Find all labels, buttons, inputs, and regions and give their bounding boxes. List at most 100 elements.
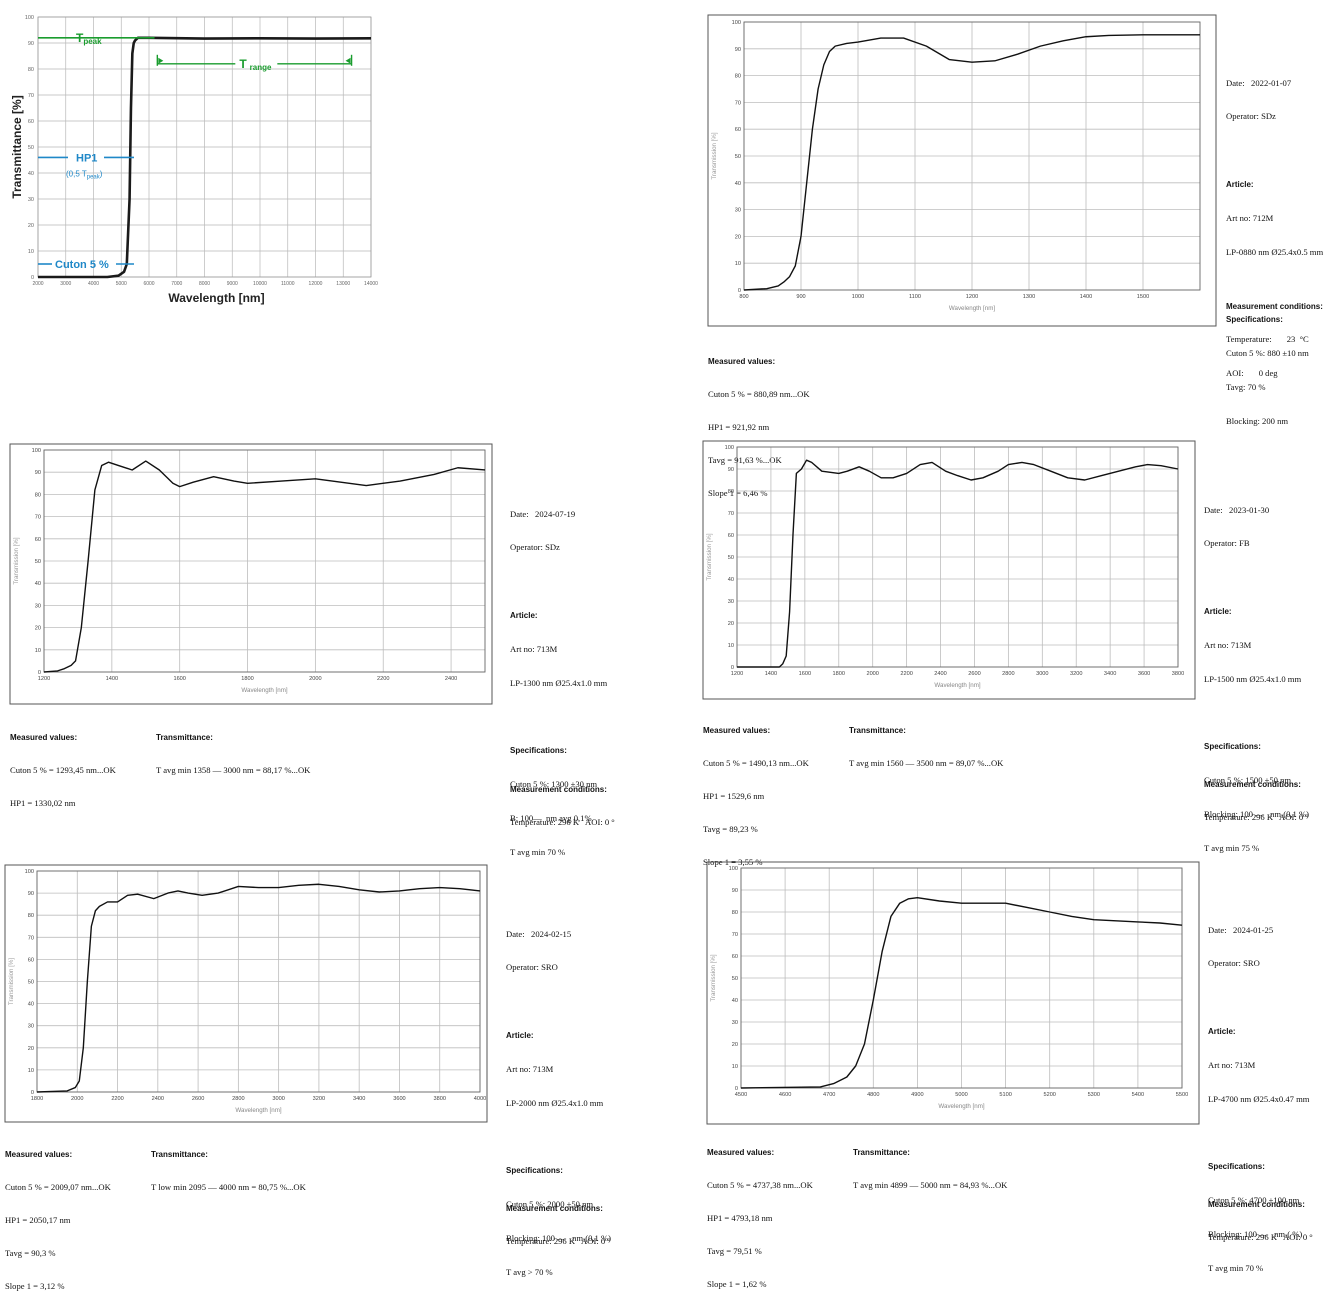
art-no-text: Art no: 713M	[1204, 639, 1252, 650]
plot-border	[36, 870, 481, 1093]
measured-heading: Measured values:	[707, 1148, 775, 1157]
y-tick-label: 60	[735, 127, 741, 133]
date-text: Date: 2024-01-25	[1208, 924, 1274, 935]
y-tick-label: 0	[38, 670, 41, 676]
y-tick-label: 10	[28, 1068, 34, 1074]
lp1300-measured: Measured values: Cuton 5 % = 1293,45 nm.…	[10, 710, 116, 831]
x-tick-label: 4600	[779, 1092, 791, 1098]
measured-heading: Measured values:	[703, 726, 771, 735]
plot-border	[43, 449, 486, 673]
product-text: LP-1300 nm Ø25.4x1.0 mm	[510, 677, 608, 688]
x-tick-label: 1600	[799, 671, 811, 677]
x-tick-label: 3000	[60, 281, 71, 287]
chart-frame	[702, 440, 1196, 700]
x-tick-label: 13000	[336, 281, 350, 287]
product-text: LP-4700 nm Ø25.4x0.47 mm	[1208, 1093, 1310, 1104]
x-tick-label: 4000	[474, 1096, 486, 1102]
conditions-heading: Measurement conditions:	[1226, 301, 1323, 311]
spec-line: T avg min 75 %	[1204, 842, 1260, 853]
sheet-lp4700: 4500 4600 4700 4800 4900 5000 5100 5200 5300 5400…	[704, 858, 1344, 1289]
y-tick-label: 10	[735, 261, 741, 267]
lp2000-transmittance: Transmittance: T low min 2095 — 4000 nm …	[151, 1127, 306, 1215]
art-no-text: Art no: 713M	[510, 643, 558, 654]
lp1300-meta: Date: 2024-07-19 Operator: SDz Article: …	[510, 486, 607, 881]
y-tick-label: 40	[732, 998, 738, 1004]
lp4700-transmittance: Transmittance: T avg min 4899 — 5000 nm …	[853, 1125, 1007, 1213]
chart-frame	[707, 14, 1217, 327]
operator-text: Operator: SDz	[1226, 111, 1276, 122]
spec-line: Tavg: 70 %	[1226, 382, 1266, 393]
y-tick-label: 90	[735, 47, 741, 53]
transmittance-line: T avg min 1560 — 3500 nm = 89,07 %...OK	[849, 758, 1004, 768]
x-tick-label: 3000	[272, 1096, 284, 1102]
x-tick-label: 11000	[281, 281, 295, 287]
y-tick-label: 70	[35, 515, 41, 521]
x-tick-label: 5300	[1088, 1092, 1100, 1098]
article-heading: Article:	[1226, 179, 1254, 189]
y-tick-label: 20	[732, 1042, 738, 1048]
measured-line: HP1 = 921,92 nm	[708, 422, 770, 432]
aoi-text: AOI: 0 deg	[1226, 368, 1278, 379]
y-tick-label: 0	[738, 288, 741, 294]
x-tick-label: 2000	[866, 671, 878, 677]
lp1300-chart: 1200 1400 1600 1800 2000 2200 2400 0 10 20 30 40 50 6…	[9, 443, 493, 705]
spec-line: Cuton 5 %: 880 ±10 nm	[1226, 348, 1309, 359]
x-tick-label: 5000	[116, 281, 127, 287]
x-tick-label: 10000	[253, 281, 267, 287]
tpeak-label: Tpeak	[76, 31, 102, 46]
x-tick-label: 4900	[911, 1092, 923, 1098]
y-tick-label: 60	[35, 537, 41, 543]
y-tick-label: 50	[728, 555, 734, 561]
transmittance-line: T avg min 1358 — 3000 nm = 88,17 %...OK	[156, 765, 311, 775]
x-tick-label: 2400	[445, 676, 457, 682]
y-axis-label: Transmittance [%]	[10, 95, 24, 198]
x-tick-label: 5000	[955, 1092, 967, 1098]
y-tick-label: 100	[25, 869, 34, 875]
spec-line: Blocking: 200 nm	[1226, 415, 1289, 426]
conditions-heading: Measurement conditions:	[1204, 779, 1301, 789]
y-tick-label: 50	[28, 980, 34, 986]
y-tick-label: 40	[35, 581, 41, 587]
transmission-curve	[43, 460, 486, 673]
chart-frame	[706, 861, 1200, 1125]
x-tick-label: 2400	[934, 671, 946, 677]
x-tick-label: 6000	[143, 281, 154, 287]
transmittance-heading: Transmittance:	[151, 1150, 208, 1159]
x-tick-label: 1000	[852, 294, 864, 300]
spec-line: Blocking: 100 — nm (0,1 %)	[1204, 809, 1310, 820]
cuton-label: Cuton 5 %	[55, 259, 109, 271]
measured-line: Slope 1 = 1,62 %	[707, 1279, 767, 1289]
y-tick-label: 10	[35, 648, 41, 654]
measured-heading: Measured values:	[10, 733, 78, 742]
x-axis-label: Wavelength [nm]	[934, 682, 980, 689]
x-tick-label: 2600	[192, 1096, 204, 1102]
x-tick-label: 3400	[1104, 671, 1116, 677]
transmittance-line: T avg min 4899 — 5000 nm = 84,93 %...OK	[853, 1180, 1008, 1190]
lp2000-measured: Measured values: Cuton 5 % = 2009,07 nm.…	[5, 1127, 111, 1314]
y-tick-label: 60	[28, 119, 34, 125]
transmission-curve	[740, 897, 1183, 1089]
plot-border	[740, 867, 1183, 1089]
x-tick-label: 9000	[227, 281, 238, 287]
lp0880-measured: Measured values: Cuton 5 % = 880,89 nm..…	[708, 334, 810, 521]
measured-line: HP1 = 1529,6 nm	[703, 791, 765, 801]
lp0880-chart: 800 900 1000 1100 1200 1300 1400 1500 0 10 20 30 40 5…	[707, 14, 1217, 327]
transmittance-curve	[38, 36, 372, 279]
y-tick-label: 30	[35, 603, 41, 609]
sheet-lp1500: 1200 1400 1600 1800 2000 2200 2400 2600 2800 3000…	[700, 438, 1340, 867]
x-tick-label: 2200	[900, 671, 912, 677]
article-heading: Article:	[1208, 1026, 1236, 1036]
x-tick-label: 3800	[1172, 671, 1184, 677]
y-tick-label: 70	[28, 935, 34, 941]
x-tick-label: 12000	[309, 281, 323, 287]
x-tick-label: 3400	[353, 1096, 365, 1102]
x-tick-label: 2800	[1002, 671, 1014, 677]
x-tick-label: 2000	[32, 281, 43, 287]
y-tick-label: 80	[35, 492, 41, 498]
x-tick-label: 1600	[173, 676, 185, 682]
lp1500-chart: 1200 1400 1600 1800 2000 2200 2400 2600 2800 3000…	[702, 440, 1196, 700]
conditions-heading: Measurement conditions:	[510, 784, 607, 794]
x-axis-label: Wavelength [nm]	[235, 1107, 281, 1114]
y-tick-label: 0	[31, 275, 34, 281]
